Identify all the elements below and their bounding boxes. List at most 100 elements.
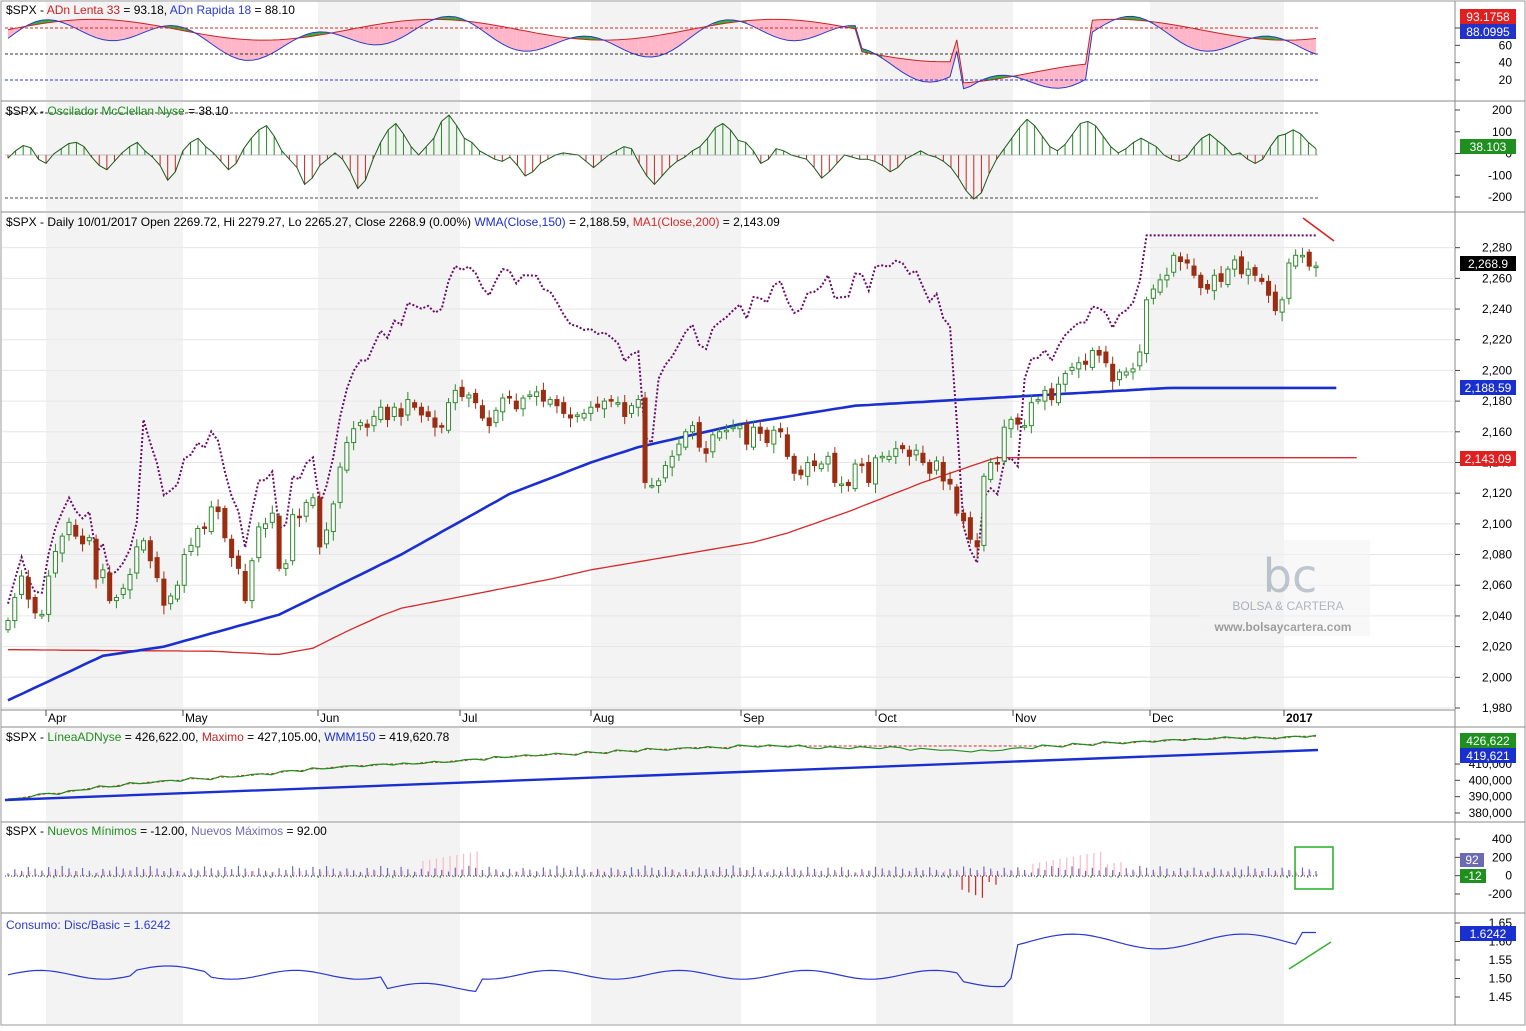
candle-body: [710, 434, 716, 453]
adn-area-segment: [279, 39, 286, 50]
candle: [385, 404, 391, 428]
candle: [398, 402, 404, 426]
axis-tick-label: 380,000: [1469, 806, 1513, 820]
candle: [1218, 266, 1224, 288]
candle: [59, 533, 65, 563]
candle: [750, 421, 757, 451]
candle: [269, 505, 275, 529]
axis-tick-label: 1,980: [1482, 701, 1512, 715]
candle-body: [59, 535, 65, 554]
candle: [337, 462, 343, 509]
candle-body: [432, 417, 438, 428]
axis-tick-label: 20: [1499, 73, 1513, 87]
candle-body: [86, 537, 92, 542]
candle-body: [642, 397, 648, 483]
adn-area-segment: [889, 56, 896, 68]
adn-area-segment: [265, 39, 273, 57]
month-band: [46, 914, 183, 1024]
candle-body: [405, 399, 411, 416]
candle: [418, 402, 424, 423]
candle: [649, 477, 655, 489]
candle-body: [25, 577, 31, 600]
adn-area-segment: [909, 59, 917, 80]
candle-body: [994, 461, 1000, 465]
candle: [1116, 368, 1122, 386]
adl-badge-a-text: 426,622: [1466, 734, 1510, 748]
candle: [107, 565, 113, 604]
adl-badge-b-text: 419,621: [1466, 749, 1510, 763]
consumo-badge-text: 1.6242: [1470, 927, 1507, 941]
hilo-badge-a: 92: [1460, 853, 1484, 867]
candle: [710, 431, 716, 458]
candle-body: [452, 389, 458, 404]
panel-price: $SPX - Daily 10/01/2017 Open 2269.72, Hi…: [1, 215, 1516, 725]
hilo-title: $SPX - Nuevos Mínimos = -12.00, Nuevos M…: [6, 824, 327, 838]
candle-body: [249, 560, 255, 602]
adn-area-segment: [129, 21, 137, 38]
candle-body: [459, 386, 465, 398]
adn-area-segment: [1044, 69, 1052, 88]
candle: [120, 583, 126, 600]
month-shading: [46, 2, 1284, 1024]
adn-area-segment: [543, 34, 551, 49]
candle: [500, 393, 506, 422]
hilo-badge-b: -12: [1460, 869, 1486, 883]
candle: [567, 407, 574, 428]
candle: [25, 569, 31, 609]
adn-area-segment: [1241, 36, 1249, 42]
candle-body: [1238, 256, 1244, 275]
candle: [473, 388, 479, 409]
candle: [771, 425, 777, 454]
candle: [425, 405, 431, 422]
adn-area-segment: [821, 22, 829, 35]
adn-area-segment: [794, 20, 801, 41]
candle: [737, 422, 743, 438]
adn-area-segment: [800, 20, 808, 41]
candle: [845, 479, 851, 492]
candle: [371, 410, 377, 432]
candle: [1238, 250, 1244, 279]
adn-area-segment: [536, 33, 544, 51]
candle: [1015, 413, 1021, 431]
adn-area-segment: [780, 19, 788, 41]
candle-body: [893, 448, 899, 457]
candle: [656, 477, 662, 494]
candle-body: [344, 442, 350, 471]
month-label: Sep: [743, 711, 765, 725]
candle: [1008, 416, 1014, 438]
adn-area: [7, 15, 1317, 90]
ma-badge-text: 2,143.09: [1465, 452, 1512, 466]
candle: [811, 453, 818, 472]
candle-body: [879, 455, 885, 459]
candle-body: [730, 426, 736, 430]
candle-body: [967, 517, 973, 540]
month-band: [1150, 2, 1284, 100]
candle-body: [371, 415, 377, 427]
candle: [181, 548, 187, 593]
adn-area-segment: [692, 27, 700, 37]
adn-title: $SPX - ADn Lenta 33 = 93.18, ADn Rapida …: [6, 3, 295, 17]
candle-body: [723, 429, 729, 433]
candle: [1022, 419, 1028, 431]
candle-body: [1211, 274, 1217, 292]
adn-area-segment: [590, 36, 598, 41]
candle-body: [906, 449, 912, 457]
hilo-axis: 400 200 0 -200: [1455, 832, 1512, 901]
candle: [100, 563, 106, 584]
adn-rapida-line: [7, 15, 1317, 90]
candle-body: [628, 405, 635, 414]
candle: [317, 491, 323, 555]
adn-area-segment: [1058, 66, 1066, 89]
candle: [161, 571, 167, 615]
adn-area-segment: [218, 36, 225, 53]
candle-body: [385, 406, 391, 421]
candle: [784, 427, 790, 460]
candle-body: [1144, 299, 1150, 355]
candle-body: [195, 527, 201, 548]
candle-body: [961, 512, 967, 522]
adn-area-segment: [638, 37, 646, 57]
mcc-badge: 38.103: [1460, 139, 1516, 154]
candle: [378, 399, 384, 423]
candle-body: [798, 469, 804, 476]
candle-body: [1042, 389, 1048, 402]
